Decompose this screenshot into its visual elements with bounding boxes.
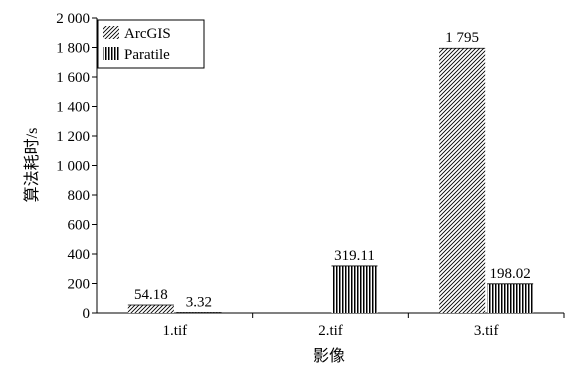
y-tick-label: 400 bbox=[68, 247, 91, 263]
legend-swatch bbox=[103, 47, 119, 60]
plot-area: 0 200 400 600 800 1 000 1 200 1 400 1 600 1 800 2 … bbox=[56, 11, 565, 339]
legend-label: ArcGIS bbox=[124, 26, 171, 42]
bar bbox=[487, 283, 534, 313]
y-tick-label: 1 800 bbox=[56, 41, 90, 57]
x-tick-label: 1.tif bbox=[163, 323, 188, 339]
data-label: 3.32 bbox=[186, 295, 212, 311]
bar bbox=[127, 305, 174, 313]
y-tick-label: 600 bbox=[68, 218, 91, 234]
y-tick-label: 200 bbox=[68, 277, 91, 293]
x-tick-label: 2.tif bbox=[318, 323, 343, 339]
legend-label: Paratile bbox=[124, 47, 170, 63]
y-tick-label: 800 bbox=[68, 188, 91, 204]
y-axis-title: 算法耗时/s bbox=[22, 128, 41, 203]
data-label: 54.18 bbox=[134, 287, 168, 303]
y-tick-label: 1 200 bbox=[56, 129, 90, 145]
data-label: 198.02 bbox=[490, 266, 531, 282]
data-label: 319.11 bbox=[334, 248, 375, 264]
y-tick-label: 0 bbox=[83, 306, 91, 322]
y-tick-label: 1 000 bbox=[56, 159, 90, 175]
y-tick-label: 2 000 bbox=[56, 11, 90, 27]
x-axis-title: 影像 bbox=[313, 347, 345, 365]
y-tick-label: 1 600 bbox=[56, 70, 90, 86]
bar bbox=[331, 265, 378, 313]
data-label: 1 795 bbox=[445, 30, 479, 46]
x-tick-label: 3.tif bbox=[474, 323, 499, 339]
legend-swatch bbox=[103, 26, 119, 39]
bar bbox=[439, 48, 486, 314]
y-tick-label: 1 400 bbox=[56, 100, 90, 116]
